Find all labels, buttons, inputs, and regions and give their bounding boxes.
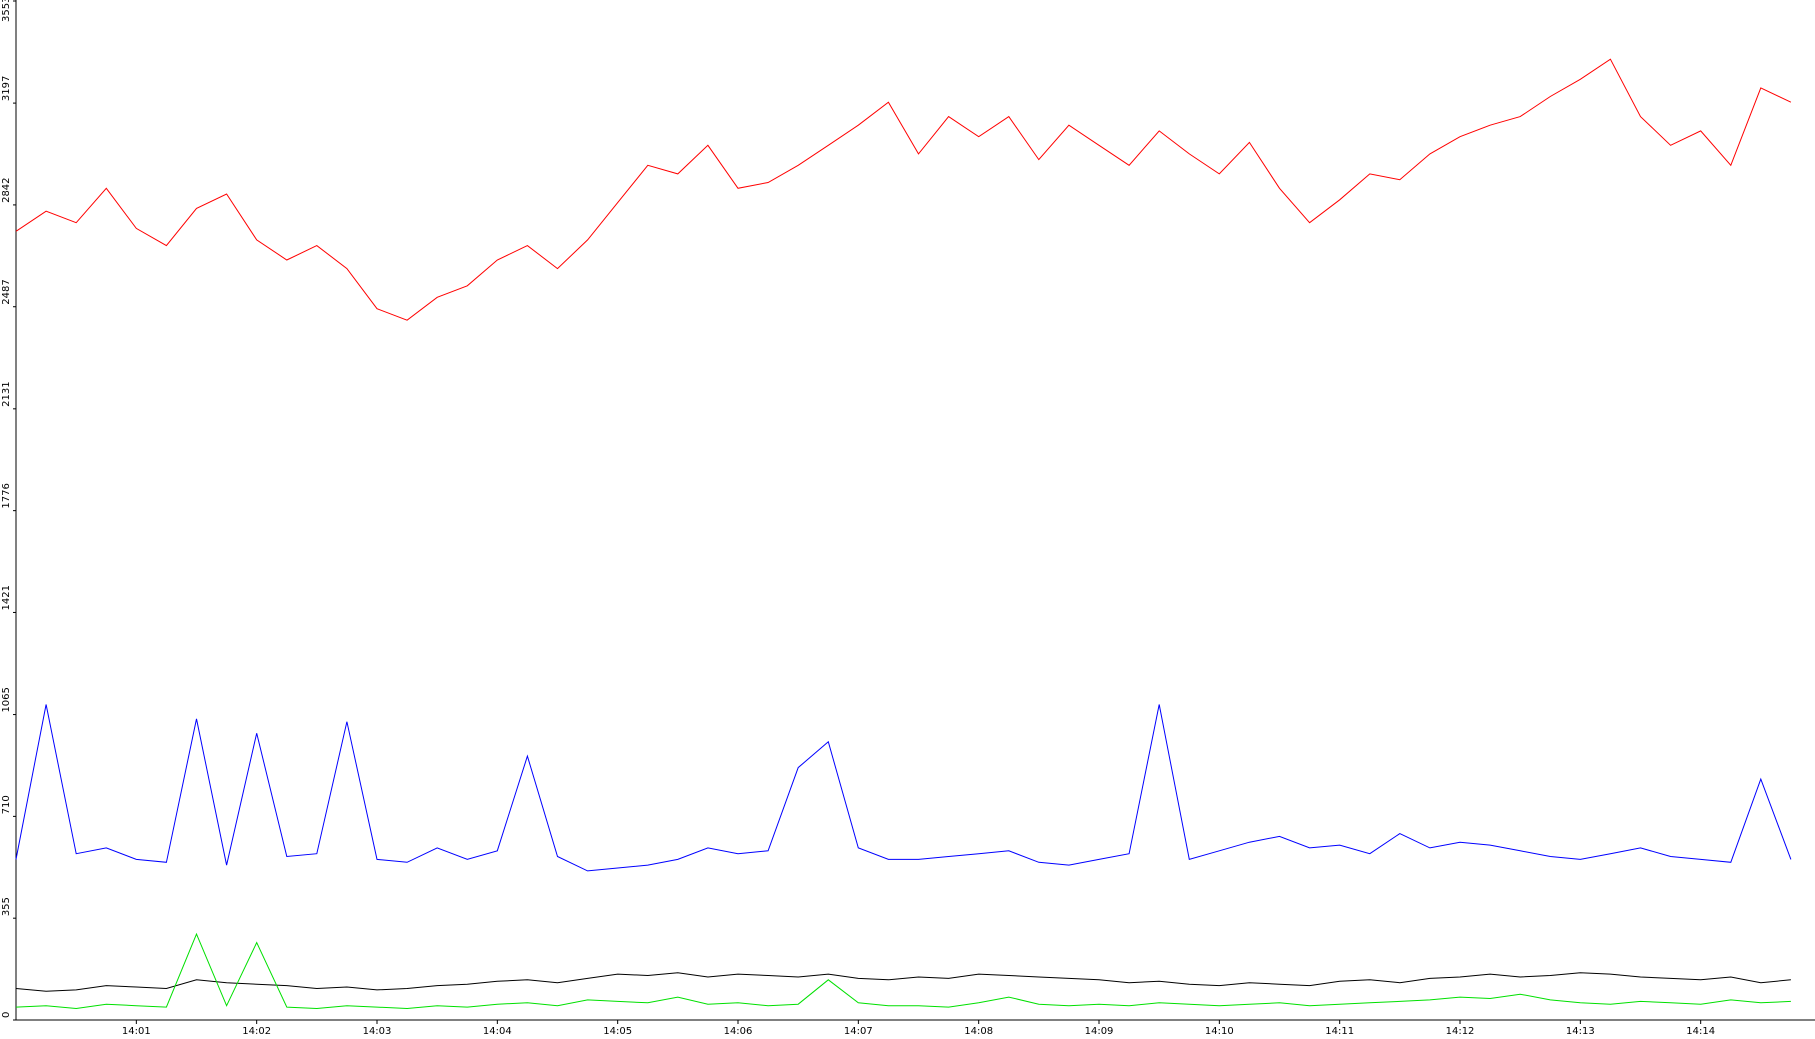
- y-tick-label: 2487: [1, 279, 12, 304]
- y-tick-label: 0: [1, 1012, 12, 1018]
- x-tick-label: 14:03: [363, 1026, 392, 1037]
- x-tick-label: 14:12: [1446, 1026, 1475, 1037]
- y-tick-label: 355: [1, 897, 12, 916]
- series-line: [15, 704, 1792, 872]
- x-tick-label: 14:08: [964, 1026, 993, 1037]
- x-tick-label: 14:06: [724, 1026, 753, 1037]
- y-tick-label: 2842: [1, 177, 12, 202]
- series-line: [15, 972, 1791, 992]
- y-tick-label: 3553: [1, 0, 12, 22]
- x-tick-label: 14:13: [1566, 1026, 1595, 1037]
- y-tick-label: 710: [1, 795, 12, 814]
- y-tick-label: 1421: [1, 585, 12, 610]
- x-tick-label: 14:09: [1085, 1026, 1114, 1037]
- y-tick-label: 2131: [1, 381, 12, 406]
- x-tick-label: 14:14: [1686, 1026, 1715, 1037]
- x-tick-label: 14:04: [483, 1026, 512, 1037]
- x-tick-label: 14:10: [1205, 1026, 1234, 1037]
- x-tick-label: 14:11: [1325, 1026, 1354, 1037]
- series-line: [15, 58, 1792, 321]
- y-tick-label: 3197: [1, 76, 12, 101]
- y-tick-label: 1776: [1, 483, 12, 508]
- x-tick-label: 14:01: [122, 1026, 151, 1037]
- series-line: [15, 932, 1791, 1010]
- x-tick-label: 14:02: [242, 1026, 271, 1037]
- y-tick-label: 1065: [1, 687, 12, 712]
- x-tick-label: 14:05: [603, 1026, 632, 1037]
- x-tick-label: 14:07: [844, 1026, 873, 1037]
